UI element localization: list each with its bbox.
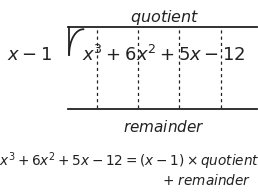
Text: $+\ remainder$: $+\ remainder$ [162,173,251,188]
Text: $quotient$: $quotient$ [130,8,200,27]
Text: $remainder$: $remainder$ [123,119,205,135]
Text: $x^{3}+6x^{2}+5x-12=(x-1)\times quotient$: $x^{3}+6x^{2}+5x-12=(x-1)\times quotient… [0,150,258,172]
Text: $x-1$: $x-1$ [7,46,52,64]
Text: $x^{3}+6x^{2}+5x-12$: $x^{3}+6x^{2}+5x-12$ [82,44,246,65]
